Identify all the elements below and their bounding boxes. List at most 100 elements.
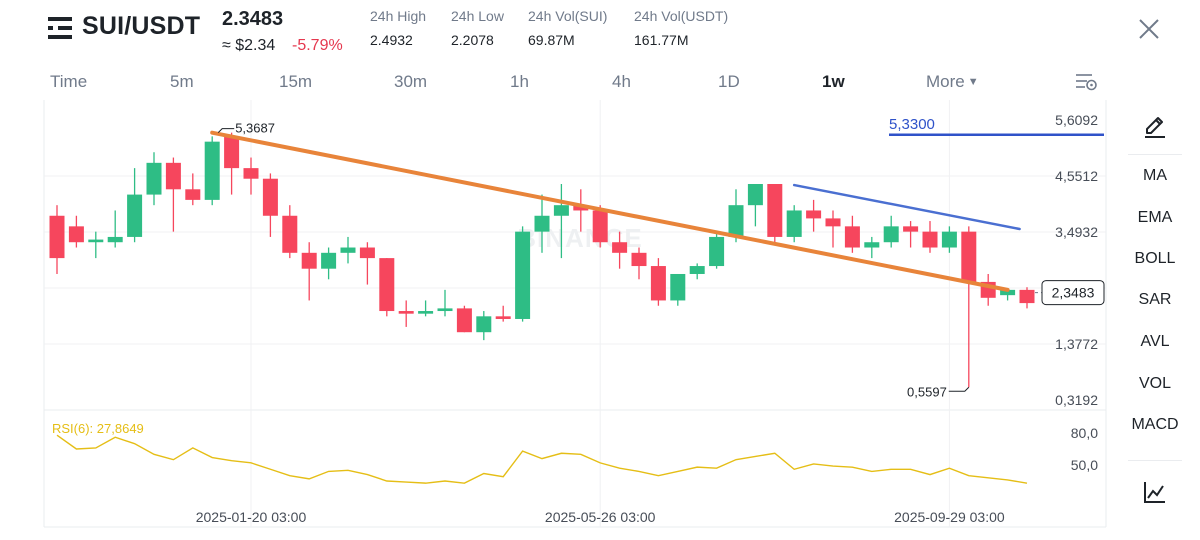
candle-body <box>204 141 220 200</box>
chart-settings-icon[interactable] <box>1074 70 1098 94</box>
tab-time[interactable]: Time <box>50 72 88 91</box>
tab-1d[interactable]: 1D <box>718 72 740 91</box>
candle-body <box>224 136 240 169</box>
sidebar-divider <box>1128 460 1182 461</box>
candle-body <box>456 308 472 333</box>
close-icon[interactable] <box>1136 16 1162 42</box>
candle-body <box>650 266 666 301</box>
candle-body <box>553 205 569 216</box>
indicator-boll[interactable]: BOLL <box>1134 250 1176 267</box>
descending-trendline[interactable] <box>210 130 1010 292</box>
candle-body <box>961 231 977 282</box>
indicator-ema[interactable]: EMA <box>1137 209 1173 226</box>
candle-body <box>262 178 278 216</box>
candle-body <box>922 231 938 248</box>
candle-body <box>146 162 162 195</box>
candle-body <box>127 194 143 237</box>
candle-body <box>709 236 725 267</box>
last-price: 2.3483 <box>222 8 284 30</box>
rsi-label: RSI(6): 27,8649 <box>52 421 144 436</box>
price-change-percent: -5.79% <box>292 37 343 54</box>
stat-24h-high: 24h High 2.4932 <box>370 8 426 48</box>
candle-body <box>728 205 744 237</box>
candle-body <box>844 226 860 248</box>
price-axis-tick: 3,4932 <box>1055 224 1098 240</box>
price-axis-tick: 4,5512 <box>1055 168 1098 184</box>
candle-body <box>340 247 356 253</box>
candle-body <box>301 252 317 269</box>
candle-body <box>243 168 259 179</box>
tab-4h[interactable]: 4h <box>612 72 631 91</box>
tab-1h[interactable]: 1h <box>510 72 529 91</box>
candle-body <box>534 215 550 232</box>
candle-body <box>495 316 511 319</box>
stat-value: 161.77M <box>634 32 689 48</box>
candle-body <box>592 210 608 243</box>
price-axis-tick: 5,6092 <box>1055 112 1098 128</box>
price-in-usd: ≈ $2.34 <box>222 37 276 54</box>
indicator-avl[interactable]: AVL <box>1140 333 1170 350</box>
time-axis-label: 2025-01-20 03:00 <box>196 509 307 525</box>
menu-logo-icon[interactable] <box>48 16 72 40</box>
horizontal-level-label: 5,3300 <box>889 116 935 133</box>
candle-body <box>437 308 453 312</box>
tab-30m[interactable]: 30m <box>394 72 428 91</box>
stat-label: 24h Vol(SUI) <box>528 8 608 24</box>
indicator-sar[interactable]: SAR <box>1138 291 1172 308</box>
draw-pencil-icon[interactable] <box>1142 114 1168 140</box>
chart-trend-icon[interactable] <box>1142 479 1168 505</box>
tab-1w[interactable]: 1w <box>822 72 845 91</box>
candle-body <box>941 231 957 248</box>
stat-value: 2.4932 <box>370 32 413 48</box>
candle-body <box>883 226 899 243</box>
candle-body <box>398 311 414 314</box>
stat-value: 69.87M <box>528 32 575 48</box>
low-label-pointer <box>948 386 970 392</box>
price-axis-tick: 1,3772 <box>1055 336 1098 352</box>
tab-more-label: More <box>926 72 965 91</box>
candle-body <box>670 273 686 301</box>
current-price-box <box>1041 280 1105 306</box>
candle-body <box>1000 289 1016 296</box>
rsi-axis-tick: 50,0 <box>1071 457 1098 473</box>
candle-body <box>825 218 841 227</box>
candle-body <box>165 162 181 190</box>
price-axis-tick: 0,3192 <box>1055 392 1098 408</box>
candle-body <box>88 239 104 243</box>
candle-body <box>282 215 298 253</box>
stat-label: 24h Low <box>451 8 504 24</box>
candle-body <box>612 242 628 253</box>
candle-body <box>379 258 395 312</box>
low-price-label: 0,5597 <box>907 384 947 399</box>
indicator-ma[interactable]: MA <box>1143 167 1167 184</box>
candle-body <box>806 210 822 219</box>
resistance-trendline[interactable] <box>792 183 1021 231</box>
tab-5m[interactable]: 5m <box>170 72 194 91</box>
trading-pair-title[interactable]: SUI/USDT <box>82 12 201 40</box>
candle-body <box>1019 289 1035 304</box>
stat-24h-vol-sui: 24h Vol(SUI) 69.87M <box>528 8 607 48</box>
candle-body <box>786 210 802 237</box>
candle-body <box>864 242 880 248</box>
candle-body <box>107 236 123 243</box>
time-axis-label: 2025-09-29 03:00 <box>894 509 1005 525</box>
indicator-macd[interactable]: MACD <box>1131 416 1179 433</box>
candle-body <box>359 247 375 259</box>
stat-label: 24h High <box>370 8 427 24</box>
candle-body <box>573 205 589 211</box>
candle-body <box>689 266 705 274</box>
candle-body <box>747 184 763 206</box>
sidebar-divider <box>1128 154 1182 155</box>
stat-value: 2.2078 <box>451 32 494 48</box>
stat-24h-vol-usdt: 24h Vol(USDT) 161.77M <box>634 8 728 48</box>
time-axis-label: 2025-05-26 03:00 <box>545 509 656 525</box>
tab-more[interactable]: More ▼ <box>926 72 979 92</box>
tab-15m[interactable]: 15m <box>279 72 313 91</box>
indicator-vol[interactable]: VOL <box>1138 375 1171 392</box>
current-price-label: 2,3483 <box>1052 285 1095 301</box>
candle-body <box>631 252 647 267</box>
rsi-axis-tick: 80,0 <box>1071 425 1098 441</box>
candle-body <box>903 226 919 232</box>
candle-body <box>515 231 531 319</box>
